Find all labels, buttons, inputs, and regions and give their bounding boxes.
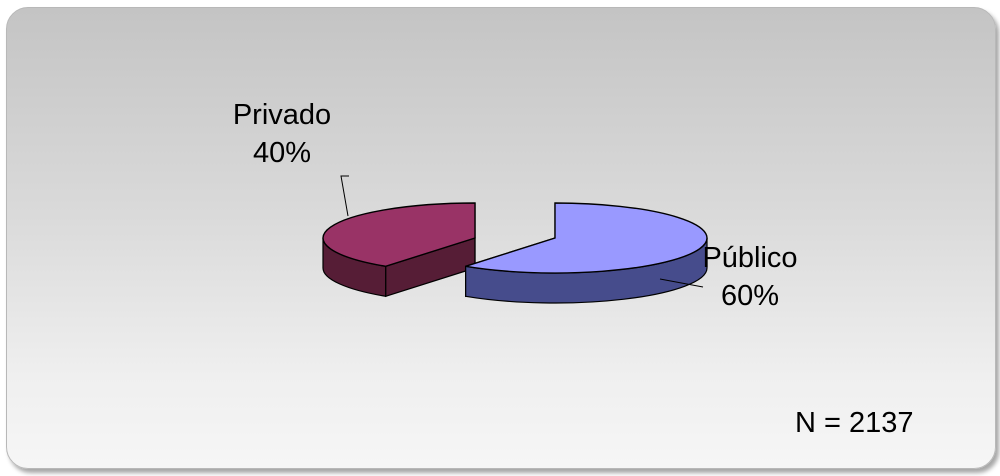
slice-publico: [465, 202, 708, 304]
slice-category-privado: Privado: [232, 99, 332, 131]
leader-line-privado: [340, 175, 349, 217]
slice-value-privado: 40%: [252, 137, 312, 169]
chart-frame: [6, 7, 996, 469]
slice-category-publico: Público: [702, 242, 798, 274]
leader-line-publico: [659, 278, 704, 288]
slice-publico-top: [465, 202, 708, 274]
slice-privado: [322, 202, 476, 298]
slice-label-publico: Público 60%: [680, 239, 820, 315]
slice-value-publico: 60%: [720, 280, 780, 312]
sample-size-annotation: N = 2137: [795, 407, 914, 439]
slice-privado-top: [322, 202, 476, 268]
slice-label-privado: Privado 40%: [212, 96, 352, 172]
